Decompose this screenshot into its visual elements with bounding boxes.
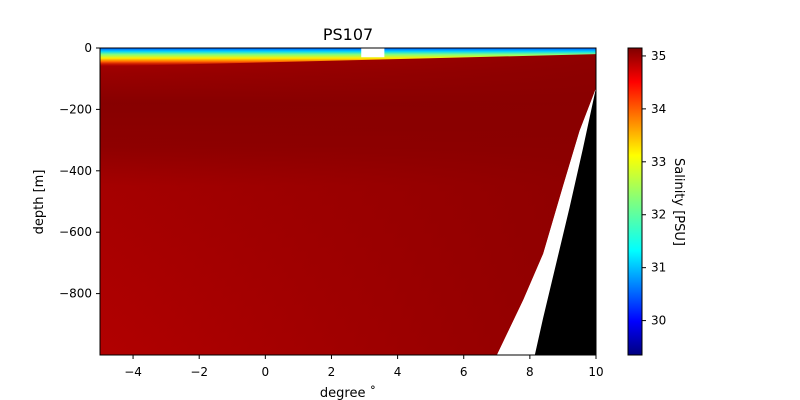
colorbar-label: Salinity [PSU] — [671, 158, 686, 246]
seafloor-bathymetry — [534, 87, 596, 355]
colorbar-gradient — [627, 47, 643, 356]
y-axis: 0 −200 −400 −600 −800 depth [m] — [32, 41, 100, 301]
y-tick-label: −400 — [59, 164, 92, 178]
y-tick-label: −200 — [59, 102, 92, 116]
colorbar-tick-label: 31 — [651, 261, 666, 275]
fresh-surface-layer — [100, 48, 596, 67]
x-tick-label: 6 — [460, 365, 468, 379]
y-tick-label: 0 — [84, 41, 92, 55]
x-tick-label: −4 — [124, 365, 142, 379]
colorbar-tick-label: 32 — [651, 208, 666, 222]
missing-data-gap — [361, 48, 385, 58]
colorbar-tick-label: 34 — [651, 102, 666, 116]
x-tick-label: 4 — [394, 365, 402, 379]
chart-title: PS107 — [323, 25, 373, 44]
x-tick-label: 8 — [526, 365, 534, 379]
colorbar-tick-label: 35 — [651, 49, 666, 63]
x-tick-label: 10 — [588, 365, 603, 379]
plot-frame — [99, 47, 597, 356]
colorbar: 30 31 32 33 34 35 Salinity [PSU] — [627, 47, 686, 356]
y-tick-label: −800 — [59, 287, 92, 301]
x-axis-label: degree ˚ — [320, 385, 376, 400]
colorbar-tick-label: 30 — [651, 314, 666, 328]
x-tick-label: −2 — [190, 365, 208, 379]
x-tick-label: 0 — [262, 365, 270, 379]
y-tick-label: −600 — [59, 225, 92, 239]
plot-area — [100, 48, 596, 355]
colorbar-tick-label: 33 — [651, 155, 666, 169]
x-axis: −4 −2 0 2 4 6 8 10 degree ˚ — [124, 355, 604, 400]
salinity-core-shading — [100, 48, 596, 355]
y-axis-label: depth [m] — [32, 170, 47, 235]
x-tick-label: 2 — [328, 365, 336, 379]
